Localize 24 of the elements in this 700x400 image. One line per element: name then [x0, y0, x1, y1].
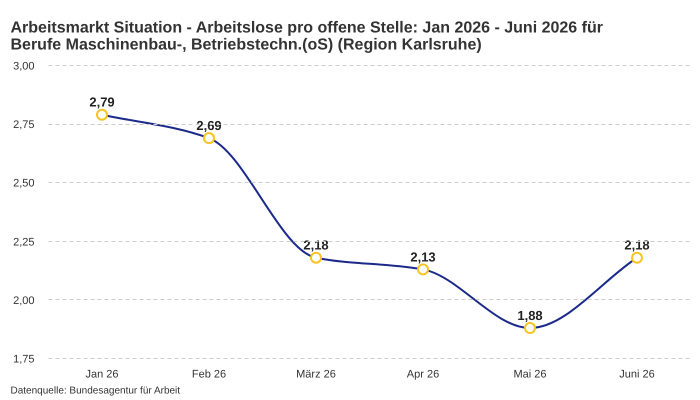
- x-tick-label: Apr 26: [406, 368, 440, 380]
- data-label: 2,13: [410, 249, 436, 264]
- x-tick-label: Juni 26: [619, 368, 655, 380]
- y-tick-label: 1,75: [13, 354, 35, 366]
- point: [417, 263, 429, 276]
- data-label: 2,79: [89, 94, 115, 110]
- y-tick-label: 2,50: [13, 178, 35, 190]
- y-tick-label: 3,00: [13, 60, 35, 72]
- y-tick-label: 2,75: [13, 119, 35, 132]
- y-tick-label: 2,00: [13, 294, 35, 307]
- point: [203, 132, 215, 144]
- x-tick-label: März 26: [296, 368, 336, 380]
- point: [310, 252, 322, 264]
- data-label: 2,69: [196, 118, 222, 134]
- point: [96, 108, 108, 121]
- x-tick-label: Jan 26: [85, 368, 119, 380]
- x-tick-label: Mai 26: [513, 368, 547, 380]
- y-tick-label: 2,25: [13, 236, 35, 248]
- chart-title: Arbeitsmarkt Situation - Arbeitslose pro offene Stelle: Jan 2026 - Juni 2026 für Berufe Maschinenbau-, Betriebstechn.(oS) (Region Karlsruhe): [10, 20, 603, 54]
- point: [631, 252, 643, 264]
- point: [524, 322, 536, 334]
- data-label: 1,88: [517, 308, 543, 324]
- x-tick-label: Feb 26: [192, 368, 226, 380]
- text: Datenquelle: Bundesagentur für Arbeit: [10, 386, 180, 396]
